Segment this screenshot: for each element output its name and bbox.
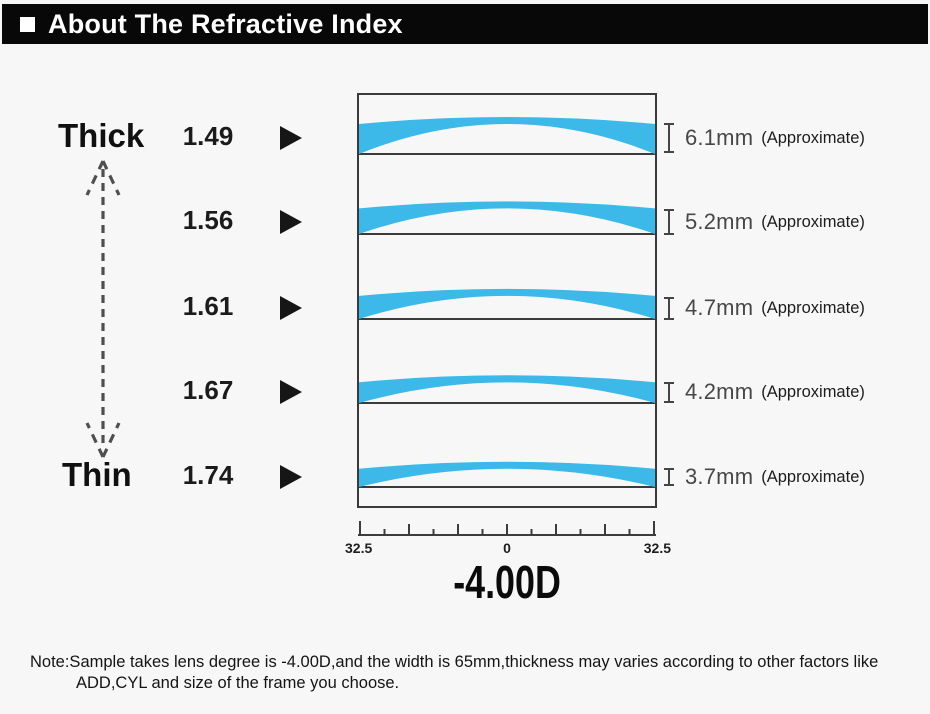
footnote: Note:Sample takes lens degree is -4.00D,… bbox=[30, 652, 910, 694]
ruler-labels: 32.5 0 32.5 bbox=[345, 540, 671, 558]
lens-box bbox=[357, 93, 657, 508]
measure-bracket-icon bbox=[664, 468, 674, 486]
measure-bracket-icon bbox=[664, 381, 674, 403]
ruler-label-center: 0 bbox=[503, 540, 511, 556]
ruler-label-left: 32.5 bbox=[345, 540, 373, 556]
arrow-right-icon bbox=[280, 126, 302, 150]
square-bullet-icon bbox=[20, 16, 35, 32]
thickness-value: 3.7mm bbox=[685, 464, 754, 489]
thickness-measurement: 3.7mm (Approximate) bbox=[661, 462, 865, 492]
section-header: About The Refractive Index bbox=[2, 4, 928, 44]
lens-cross-section bbox=[359, 117, 655, 154]
arrow-right-icon bbox=[280, 210, 302, 234]
lens-cross-section bbox=[359, 461, 655, 487]
refractive-index-value: 1.74 bbox=[182, 460, 234, 490]
ruler-svg bbox=[358, 521, 656, 536]
footnote-line1: Note:Sample takes lens degree is -4.00D,… bbox=[30, 653, 879, 671]
thickness-value: 4.7mm bbox=[685, 295, 754, 320]
section-title: About The Refractive Index bbox=[48, 8, 403, 39]
lens-diagram-svg bbox=[359, 117, 655, 488]
thickness-scale-arrow-icon bbox=[85, 160, 121, 458]
thickness-approx-label: (Approximate) bbox=[761, 382, 865, 401]
measure-bracket-icon bbox=[664, 296, 674, 320]
refractive-index-value: 1.49 bbox=[182, 121, 234, 151]
lens-power-label: -4.00D bbox=[453, 556, 561, 608]
lens-cross-section bbox=[359, 288, 655, 319]
thickness-measurement: 5.2mm (Approximate) bbox=[661, 207, 865, 237]
refractive-index-value: 1.67 bbox=[182, 375, 234, 405]
arrow-right-icon bbox=[280, 380, 302, 404]
refractive-index-value: 1.61 bbox=[182, 291, 234, 321]
thickness-approx-label: (Approximate) bbox=[761, 212, 865, 231]
thickness-measurement: 6.1mm (Approximate) bbox=[661, 123, 865, 153]
arrow-right-icon bbox=[280, 465, 302, 489]
thickness-measurement: 4.7mm (Approximate) bbox=[661, 293, 865, 323]
thickness-value: 5.2mm bbox=[685, 209, 754, 234]
footnote-line2: ADD,CYL and size of the frame you choose… bbox=[76, 674, 400, 692]
thickness-value: 6.1mm bbox=[685, 125, 754, 150]
measure-bracket-icon bbox=[664, 209, 674, 235]
thickness-approx-label: (Approximate) bbox=[761, 298, 865, 317]
lens-cross-section bbox=[359, 375, 655, 403]
thick-label: Thick bbox=[58, 117, 145, 154]
lens-power-wrap: -4.00D bbox=[357, 555, 657, 609]
refractive-index-value: 1.56 bbox=[182, 205, 234, 235]
ruler-label-right: 32.5 bbox=[643, 540, 671, 556]
thin-label: Thin bbox=[62, 456, 132, 493]
arrow-right-icon bbox=[280, 296, 302, 320]
thickness-approx-label: (Approximate) bbox=[761, 128, 865, 147]
thickness-approx-label: (Approximate) bbox=[761, 467, 865, 486]
lens-cross-section bbox=[359, 201, 655, 234]
thickness-measurement: 4.2mm (Approximate) bbox=[661, 377, 865, 407]
measure-bracket-icon bbox=[664, 123, 674, 153]
thickness-value: 4.2mm bbox=[685, 379, 754, 404]
ruler-ticks bbox=[358, 521, 656, 536]
